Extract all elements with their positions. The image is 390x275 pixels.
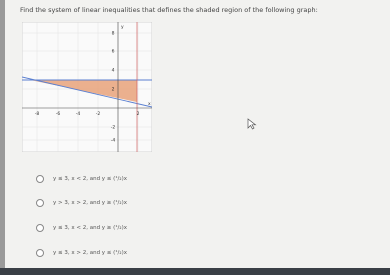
side-bar: [0, 0, 5, 275]
option[interactable]: y ≤ 3, x < 2, and y ≤ (¹/₂)x: [36, 175, 127, 183]
y-axis-label: y: [121, 25, 124, 30]
cursor: [247, 118, 257, 130]
x-tick-label: -4: [76, 111, 81, 117]
y-tick-label: -2: [111, 125, 116, 131]
x-tick-label: -2: [96, 111, 101, 117]
bottom-bar: [0, 268, 390, 275]
x-axis-label: x: [148, 102, 151, 107]
y-tick-label: 4: [112, 68, 115, 74]
question: Find the system of linear inequalities t…: [20, 6, 318, 14]
option-text: y ≤ 3, x > 2, and y ≤ (¹/₂)x: [53, 250, 127, 256]
boundary-diagonal: [22, 76, 152, 108]
x-tick-label: -6: [56, 111, 61, 117]
option-text: y ≤ 3, x < 2, and y ≥ (¹/₂)x: [53, 225, 127, 231]
x-tick-label: 2: [137, 111, 140, 117]
radio-button[interactable]: [36, 199, 44, 207]
y-tick-label: 8: [112, 31, 115, 37]
option[interactable]: y ≤ 3, x > 2, and y ≤ (¹/₂)x: [36, 249, 127, 257]
option[interactable]: y ≤ 3, x < 2, and y ≥ (¹/₂)x: [36, 224, 127, 232]
y-tick-label: 2: [112, 87, 115, 93]
y-tick-label: 6: [112, 49, 115, 55]
graph: x y -8 -6 -4 -2 2 8 6 4 2 -2 -4: [22, 22, 152, 152]
y-tick-label: -4: [111, 138, 116, 144]
x-tick-label: -8: [35, 111, 40, 117]
radio-button[interactable]: [36, 224, 44, 232]
option[interactable]: y > 3, x > 2, and y ≥ (¹/₂)x: [36, 199, 127, 207]
option-text: y > 3, x > 2, and y ≥ (¹/₂)x: [53, 200, 127, 206]
radio-button[interactable]: [36, 175, 44, 183]
radio-button[interactable]: [36, 249, 44, 257]
option-text: y ≤ 3, x < 2, and y ≤ (¹/₂)x: [53, 176, 127, 182]
